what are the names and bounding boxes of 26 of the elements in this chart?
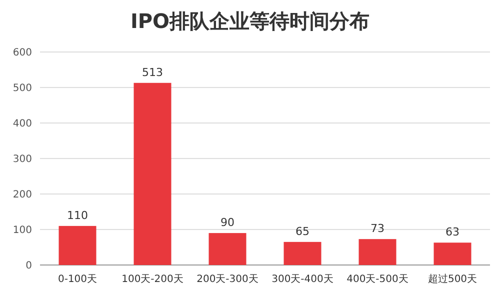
bar <box>58 226 96 265</box>
y-tick-label: 0 <box>26 260 32 272</box>
data-label: 65 <box>296 224 310 238</box>
y-tick-label: 200 <box>12 190 32 200</box>
chart-title: IPO排队企业等待时间分布 <box>130 9 370 33</box>
x-tick-label: 200天-300天 <box>196 274 258 285</box>
data-label: 63 <box>446 226 460 239</box>
y-tick-label: 300 <box>12 154 32 165</box>
bar <box>434 242 472 265</box>
data-label: 73 <box>370 222 384 236</box>
x-tick-label: 100天-200天 <box>122 274 184 285</box>
x-tick-label: 0-100天 <box>58 274 98 285</box>
bar <box>134 82 172 265</box>
y-tick-label: 100 <box>12 225 32 236</box>
data-label: 513 <box>142 66 163 79</box>
data-label: 90 <box>220 216 234 230</box>
bar <box>208 233 246 265</box>
x-tick-label: 400天-500天 <box>346 274 408 285</box>
y-tick-label: 400 <box>12 118 32 130</box>
y-tick-label: 500 <box>12 83 32 94</box>
x-tick-label: 超过500天 <box>428 273 478 285</box>
x-tick-label: 300天-400天 <box>272 274 334 285</box>
bar <box>284 242 322 265</box>
y-tick-label: 600 <box>12 48 32 58</box>
data-label: 110 <box>67 208 88 222</box>
bar <box>358 239 396 265</box>
